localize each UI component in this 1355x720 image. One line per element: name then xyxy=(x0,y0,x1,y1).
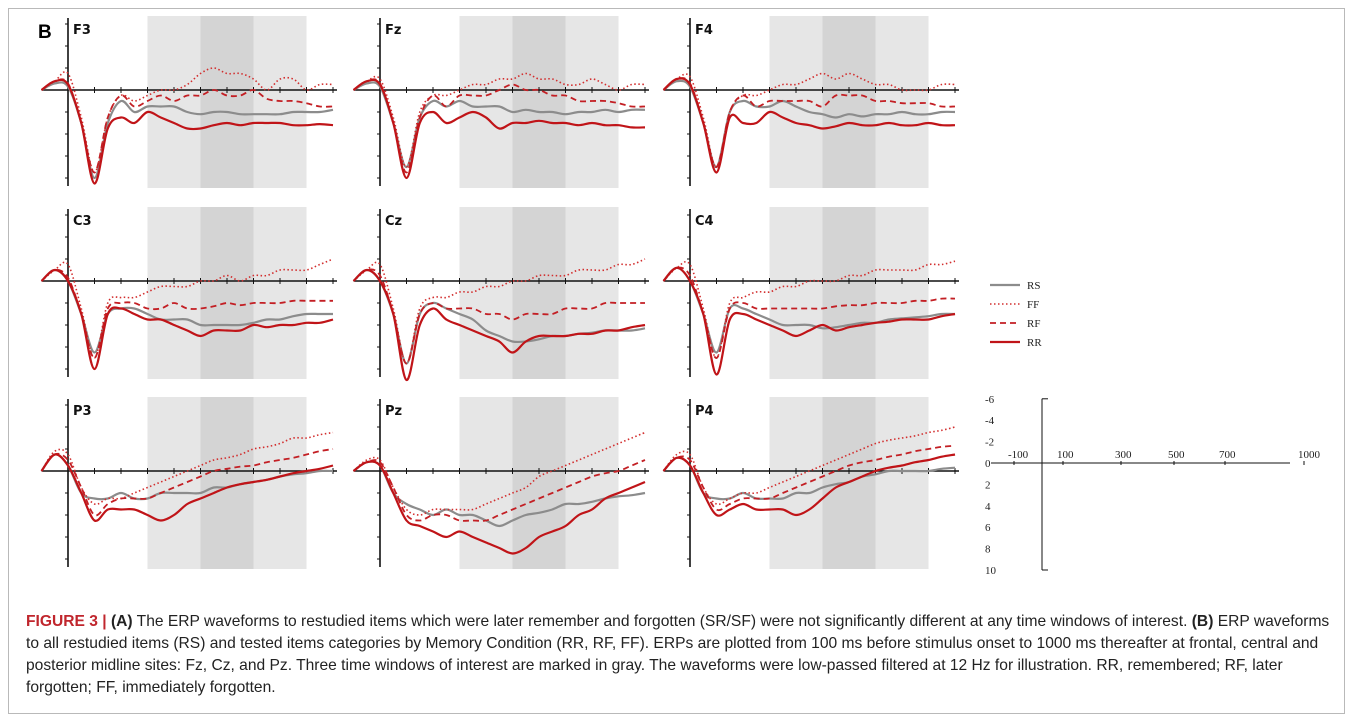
time-window-2 xyxy=(200,16,254,188)
series-rr xyxy=(40,453,334,522)
scale-x-tick-label: 500 xyxy=(1168,449,1185,461)
time-window-3 xyxy=(565,207,619,379)
panel-letter: B xyxy=(38,22,52,43)
series-rf xyxy=(662,266,956,359)
series-rf xyxy=(352,268,645,365)
time-window-2 xyxy=(512,16,566,188)
time-window-1 xyxy=(769,207,823,379)
time-window-3 xyxy=(875,207,929,379)
time-window-1 xyxy=(769,397,823,569)
scale-y-tick-label: 10 xyxy=(985,565,997,577)
series-rr xyxy=(352,78,646,180)
erp-panel-f4: F4 xyxy=(662,16,959,188)
time-window-1 xyxy=(147,207,201,379)
caption-figure-label: FIGURE 3 | xyxy=(26,613,107,630)
time-window-2 xyxy=(512,397,566,569)
scale-bar: -6 -4 -2 0 2 4 6 8 10 -100 100 300 500 700 1000 xyxy=(985,394,1321,577)
scale-x-tick-label: 1000 xyxy=(1298,449,1321,461)
series-rr xyxy=(662,266,956,376)
figure-frame xyxy=(8,8,1345,714)
series-rs xyxy=(662,266,956,354)
series-rr xyxy=(352,460,646,555)
series-ff xyxy=(352,258,646,365)
site-label-cz: Cz xyxy=(385,214,402,229)
scale-y-tick-label: -4 xyxy=(985,415,995,427)
time-window-2 xyxy=(822,207,876,379)
legend: RS FF RF RR xyxy=(990,280,1042,349)
time-window-3 xyxy=(565,397,619,569)
scale-x-tick-label: 100 xyxy=(1057,449,1074,461)
series-rs xyxy=(662,456,956,501)
caption-b-marker: (B) xyxy=(1191,613,1214,630)
site-label-p4: P4 xyxy=(695,404,714,419)
series-ff xyxy=(662,72,956,168)
time-window-3 xyxy=(253,397,307,569)
time-window-2 xyxy=(200,207,254,379)
series-rr xyxy=(662,77,956,174)
erp-panel-p4: P4 xyxy=(662,397,959,569)
series-rr xyxy=(662,453,956,517)
scale-y-tick-label: -6 xyxy=(985,394,995,406)
series-rf xyxy=(662,444,956,512)
site-label-c3: C3 xyxy=(73,214,92,229)
series-ff xyxy=(40,258,334,359)
series-ff xyxy=(353,72,646,168)
time-window-1 xyxy=(459,207,513,379)
time-window-3 xyxy=(875,397,929,569)
time-window-3 xyxy=(875,16,929,188)
time-window-1 xyxy=(459,397,513,569)
site-label-f4: F4 xyxy=(695,23,713,38)
series-ff xyxy=(352,431,646,516)
site-label-fz: Fz xyxy=(385,23,401,38)
scale-x-tick-label: 700 xyxy=(1219,449,1236,461)
erp-panel-c4: C4 xyxy=(662,207,959,379)
series-rf xyxy=(40,268,333,359)
figure-caption: FIGURE 3 | (A) The ERP waveforms to rest… xyxy=(26,611,1331,699)
time-window-3 xyxy=(565,16,619,188)
erp-panel-c3: C3 xyxy=(40,207,337,379)
legend-label-rf: RF xyxy=(1027,318,1040,330)
series-ff xyxy=(40,431,334,506)
series-rs xyxy=(40,268,333,354)
time-window-1 xyxy=(147,16,201,188)
series-rr xyxy=(40,268,334,371)
site-label-p3: P3 xyxy=(73,404,92,419)
erp-panel-pz: Pz xyxy=(352,397,649,569)
scale-y-tick-label: -2 xyxy=(985,437,994,449)
series-ff xyxy=(662,426,956,506)
time-window-1 xyxy=(459,16,513,188)
series-rf xyxy=(40,448,334,517)
erp-panel-fz: Fz xyxy=(352,16,649,188)
scale-y-tick-label: 8 xyxy=(985,544,991,556)
scale-x-tick-label: -100 xyxy=(1008,449,1029,461)
caption-b-text: ERP waveforms to all restudied items (RS… xyxy=(26,613,1330,696)
erp-panel-cz: Cz xyxy=(352,207,649,382)
legend-label-ff: FF xyxy=(1027,299,1039,311)
scale-y-tick-label: 2 xyxy=(985,479,991,491)
time-window-2 xyxy=(822,16,876,188)
legend-label-rr: RR xyxy=(1027,337,1042,349)
scale-y-tick-label: 0 xyxy=(985,458,991,470)
series-rs xyxy=(352,460,646,528)
site-label-f3: F3 xyxy=(73,23,91,38)
site-label-c4: C4 xyxy=(695,214,714,229)
legend-label-rs: RS xyxy=(1027,280,1040,292)
series-rf xyxy=(352,459,646,522)
series-rr xyxy=(352,268,646,382)
time-window-2 xyxy=(512,207,566,379)
scale-y-tick-label: 6 xyxy=(985,522,991,534)
caption-a-text: The ERP waveforms to restudied items whi… xyxy=(132,613,1192,630)
scale-x-tick-label: 300 xyxy=(1115,449,1132,461)
series-rr xyxy=(40,78,334,185)
site-label-pz: Pz xyxy=(385,404,402,419)
erp-panel-f3: F3 xyxy=(40,16,337,188)
series-rf xyxy=(40,78,334,174)
time-window-1 xyxy=(147,397,201,569)
erp-panel-p3: P3 xyxy=(40,397,337,569)
scale-y-tick-label: 4 xyxy=(985,501,991,513)
caption-a-marker: (A) xyxy=(110,613,133,630)
time-window-3 xyxy=(253,207,307,379)
